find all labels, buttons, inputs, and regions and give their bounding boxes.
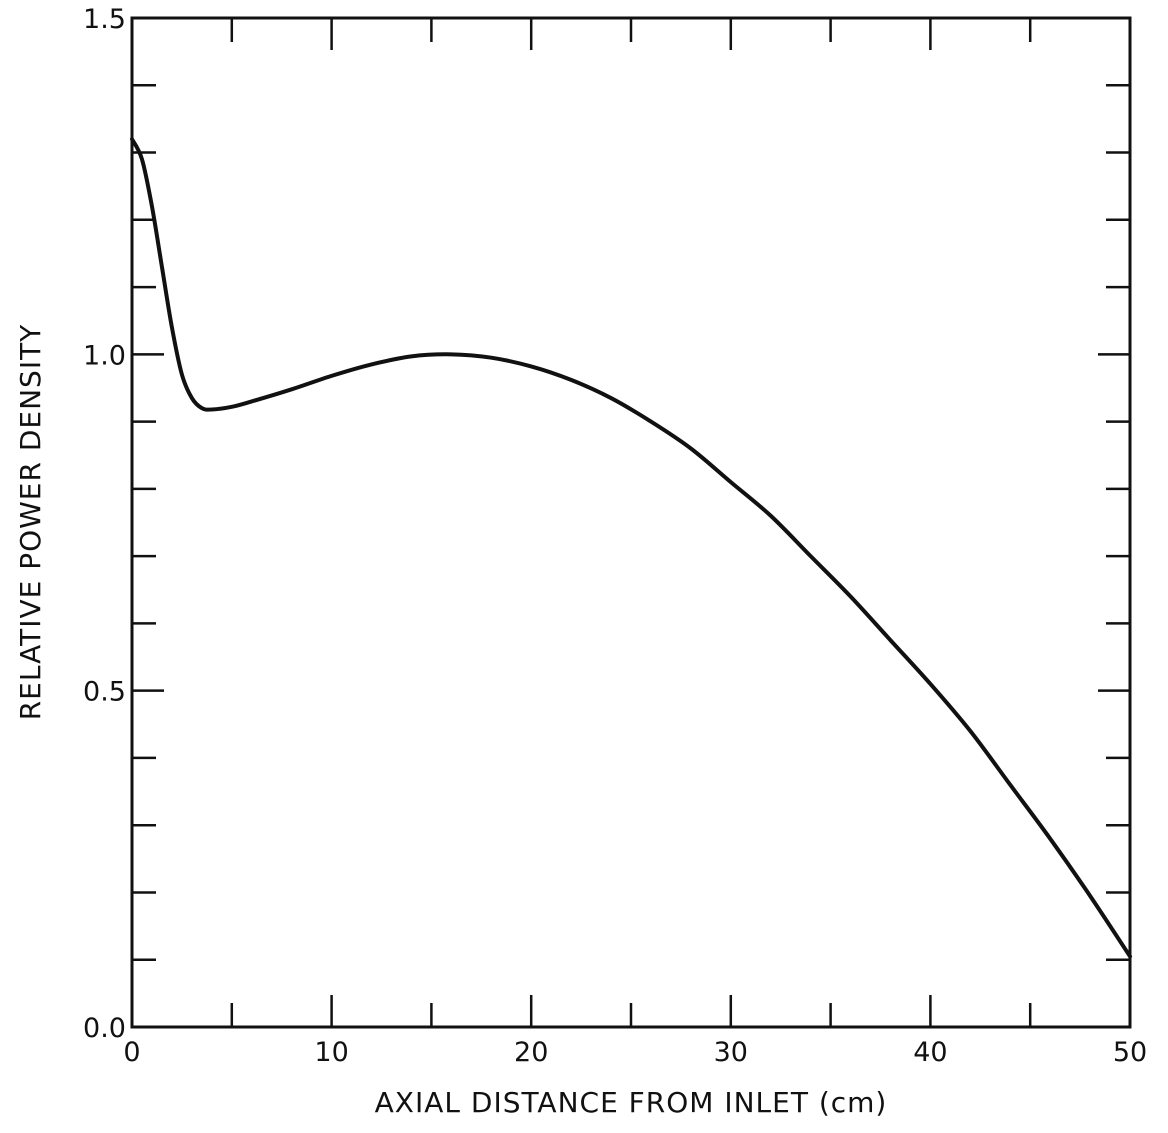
x-tick-label: 40 — [913, 1037, 947, 1068]
x-tick-label: 30 — [714, 1037, 748, 1068]
x-axis-title: AXIAL DISTANCE FROM INLET (cm) — [375, 1086, 888, 1119]
series-layer — [130, 137, 1132, 959]
x-tick-label: 10 — [314, 1037, 348, 1068]
x-tick-label: 50 — [1113, 1037, 1147, 1068]
y-tick-label: 1.5 — [83, 4, 126, 35]
y-tick-label: 1.0 — [83, 340, 126, 371]
y-tick-label: 0.0 — [83, 1013, 126, 1044]
plot-frame — [130, 16, 1132, 1029]
x-tick-label: 20 — [514, 1037, 548, 1068]
ticks-layer — [132, 18, 1130, 1027]
tick-labels-layer: 0 10 20 30 40 50 0.0 0.5 1.0 1.5 — [83, 4, 1147, 1068]
y-tick-label: 0.5 — [83, 677, 126, 708]
y-axis-title: RELATIVE POWER DENSITY — [14, 324, 47, 721]
power-density-curve — [130, 137, 1132, 959]
x-tick-label: 0 — [123, 1037, 140, 1068]
